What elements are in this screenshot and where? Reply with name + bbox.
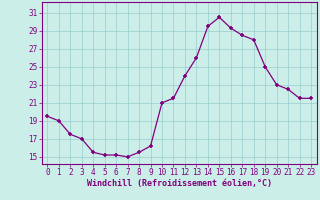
X-axis label: Windchill (Refroidissement éolien,°C): Windchill (Refroidissement éolien,°C) [87, 179, 272, 188]
